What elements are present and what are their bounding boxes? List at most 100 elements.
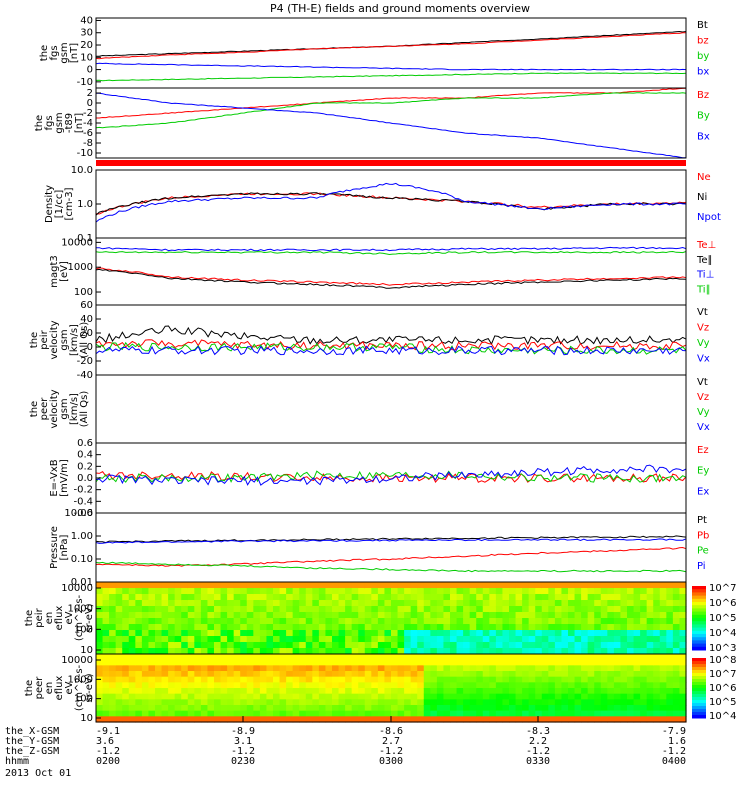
heatmap-cell: [286, 682, 294, 689]
y-tick-label: 0.4: [77, 450, 93, 461]
heatmap-cell: [410, 618, 418, 625]
heatmap-cell: [633, 630, 641, 637]
series-line: [95, 268, 687, 289]
heatmap-cell: [96, 600, 104, 607]
heatmap-cell: [581, 606, 589, 613]
heatmap-cell: [194, 636, 202, 643]
heatmap-cell: [489, 582, 497, 589]
heatmap-cell: [187, 582, 195, 589]
heatmap-cell: [397, 588, 405, 595]
heatmap-cell: [338, 705, 346, 712]
heatmap-cell: [279, 665, 287, 672]
heatmap-cell: [96, 716, 104, 723]
heatmap-cell: [515, 600, 523, 607]
legend-entry: Bx: [697, 131, 710, 142]
heatmap-cell: [240, 600, 248, 607]
heatmap-cell: [161, 716, 169, 723]
heatmap-cell: [436, 642, 445, 649]
heatmap-cell: [358, 642, 366, 649]
heatmap-cell: [463, 688, 471, 695]
heatmap-cell: [561, 648, 569, 655]
heatmap-cell: [548, 665, 556, 672]
heatmap-cell: [345, 688, 353, 695]
heatmap-cell: [240, 693, 248, 700]
heatmap-cell: [417, 612, 425, 619]
heatmap-cell: [417, 659, 425, 666]
heatmap-cell: [220, 648, 228, 655]
heatmap-cell: [482, 688, 490, 695]
y-axis-label: gsm: [59, 398, 70, 419]
heatmap-cell: [404, 648, 412, 655]
heatmap-cell: [587, 606, 595, 613]
heatmap-cell: [423, 618, 431, 625]
heatmap-cell: [548, 612, 556, 619]
heatmap-cell: [594, 693, 602, 700]
heatmap-cell: [607, 612, 615, 619]
heatmap-cell: [266, 665, 274, 672]
heatmap-cell: [646, 671, 654, 678]
heatmap-cell: [653, 642, 661, 649]
heatmap-cell: [364, 676, 372, 683]
heatmap-cell: [640, 582, 648, 589]
heatmap-cell: [292, 582, 300, 589]
heatmap-cell: [325, 600, 333, 607]
heatmap-cell: [489, 654, 497, 661]
heatmap-cell: [312, 636, 320, 643]
heatmap-cell: [161, 612, 169, 619]
y-axis-label: [cm-3]: [64, 187, 75, 220]
heatmap-cell: [364, 624, 372, 631]
heatmap-cell: [417, 642, 425, 649]
heatmap-cell: [168, 600, 176, 607]
heatmap-cell: [489, 659, 497, 666]
heatmap-cell: [122, 600, 130, 607]
heatmap-cell: [115, 624, 123, 631]
heatmap-cell: [515, 676, 523, 683]
heatmap-cell: [148, 682, 156, 689]
heatmap-cell: [397, 676, 405, 683]
heatmap-cell: [397, 671, 405, 678]
heatmap-cell: [594, 582, 602, 589]
heatmap-cell: [587, 600, 595, 607]
heatmap-cell: [640, 693, 648, 700]
heatmap-cell: [672, 710, 681, 717]
heatmap-cell: [482, 710, 490, 717]
heatmap-cell: [633, 705, 641, 712]
heatmap-cell: [266, 716, 274, 723]
heatmap-cell: [679, 688, 687, 695]
heatmap-cell: [548, 671, 556, 678]
series-line: [95, 32, 687, 60]
heatmap-cell: [377, 688, 386, 695]
y-axis-label: eV: [64, 611, 75, 624]
heatmap-cell: [371, 693, 379, 700]
heatmap-cell: [148, 654, 156, 661]
heatmap-cell: [495, 665, 504, 672]
heatmap-cell: [397, 705, 405, 712]
heatmap-cell: [410, 642, 418, 649]
ephemeris-row-label: the_Y-GSM: [5, 736, 59, 747]
heatmap-cell: [679, 600, 687, 607]
heatmap-cell: [620, 688, 628, 695]
heatmap-cell: [299, 659, 307, 666]
heatmap-cell: [325, 582, 333, 589]
heatmap-cell: [607, 648, 615, 655]
heatmap-cell: [672, 699, 681, 706]
heatmap-cell: [155, 600, 163, 607]
heatmap-cell: [161, 654, 169, 661]
heatmap-cell: [436, 588, 445, 595]
series-line: [95, 62, 687, 71]
heatmap-cell: [273, 594, 281, 601]
heatmap-cell: [535, 642, 543, 649]
legend-entry: Ne: [697, 172, 711, 183]
heatmap-cell: [679, 693, 687, 700]
heatmap-cell: [286, 716, 294, 723]
heatmap-cell: [174, 705, 182, 712]
heatmap-cell: [305, 624, 313, 631]
heatmap-cell: [345, 606, 353, 613]
heatmap-cell: [240, 582, 248, 589]
heatmap-cell: [410, 582, 418, 589]
legend-entry: Vy: [697, 407, 710, 418]
heatmap-cell: [495, 594, 504, 601]
heatmap-cell: [423, 648, 431, 655]
heatmap-cell: [318, 588, 327, 595]
heatmap-cell: [482, 600, 490, 607]
